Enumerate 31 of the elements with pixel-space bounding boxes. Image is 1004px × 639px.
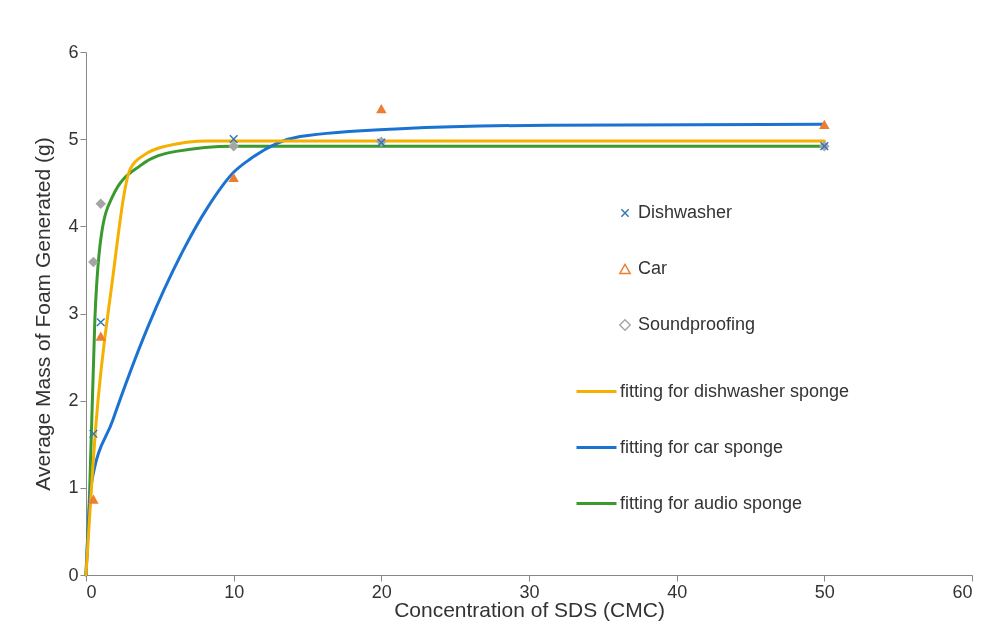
y-tick-label: 6	[68, 41, 79, 62]
legend-label: Dishwasher	[638, 202, 733, 222]
x-tick-label: 20	[371, 581, 392, 602]
y-axis-title: Average Mass of Foam Generated (g)	[31, 137, 55, 491]
y-tick-label: 3	[68, 303, 79, 323]
x-tick-label: 40	[667, 581, 688, 602]
point	[96, 317, 106, 327]
y-tick-label: 2	[68, 390, 79, 411]
legend-label: Soundproofing	[638, 314, 756, 334]
point	[228, 140, 239, 152]
legend-label: fitting for car sponge	[620, 436, 784, 457]
point	[228, 172, 239, 183]
x-tick-label: 50	[814, 581, 835, 602]
y-tick-label: 1	[68, 477, 79, 498]
point	[88, 256, 99, 268]
y-tick-label: 5	[68, 128, 79, 149]
y-tick-label: 4	[68, 215, 79, 236]
point	[88, 494, 99, 504]
point	[95, 198, 107, 209]
point	[229, 134, 239, 144]
point	[376, 104, 387, 114]
x-tick-label: 0	[86, 581, 97, 602]
point	[819, 119, 830, 129]
legend-label: fitting for audio sponge	[620, 492, 803, 513]
x-tick-label: 60	[952, 581, 973, 602]
legend-label: fitting for dishwasher sponge	[620, 380, 850, 401]
point	[95, 331, 107, 341]
legend-label: Car	[638, 258, 668, 278]
point	[88, 429, 98, 439]
x-tick-label: 10	[224, 581, 245, 602]
y-tick-label: 0	[68, 564, 79, 585]
